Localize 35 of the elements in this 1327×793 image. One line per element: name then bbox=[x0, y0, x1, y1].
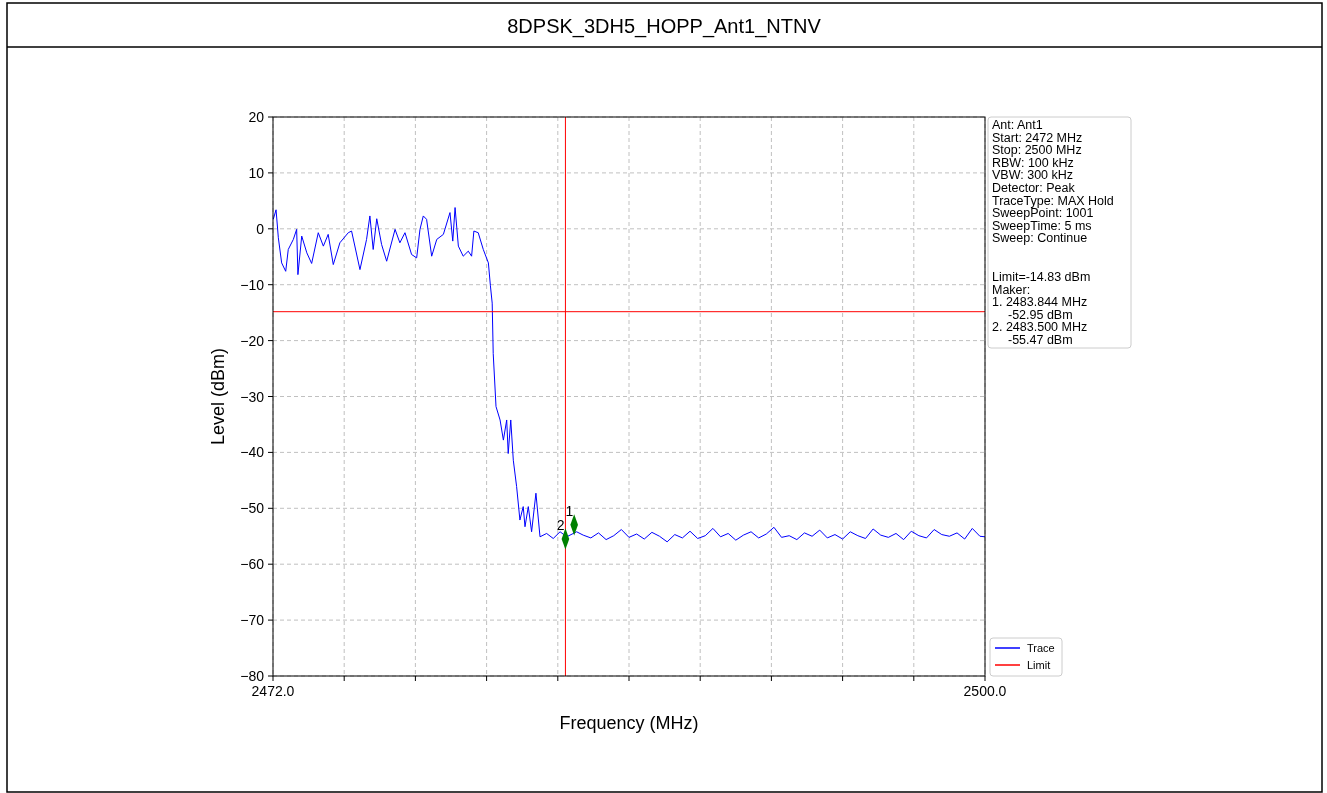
text: 2. 2483.500 MHz bbox=[992, 320, 1088, 335]
text: TraceType: MAX Hold bbox=[992, 193, 1114, 208]
legend-label: Limit bbox=[1027, 659, 1051, 671]
y-tick-label: 10 bbox=[248, 164, 265, 181]
y-tick-label: −60 bbox=[240, 556, 265, 573]
text: Limit=-14.83 dBm bbox=[992, 270, 1091, 284]
y-tick-label: −50 bbox=[240, 500, 265, 517]
text: Maker: bbox=[992, 282, 1031, 297]
text: -52.95 dBm bbox=[1008, 307, 1073, 322]
y-tick-label: −40 bbox=[240, 444, 265, 461]
text: Detector: Peak bbox=[992, 181, 1076, 195]
legend-label: Trace bbox=[1027, 642, 1055, 654]
y-axis-title: Level (dBm) bbox=[208, 347, 228, 446]
text: 1. 2483.844 MHz bbox=[992, 295, 1088, 310]
text: Ant: Ant1 bbox=[992, 118, 1043, 132]
y-tick-label: −10 bbox=[240, 276, 265, 293]
y-tick-label: −80 bbox=[240, 668, 265, 684]
text: VBW: 300 kHz bbox=[992, 168, 1074, 183]
y-tick-label: −70 bbox=[240, 612, 265, 629]
text: Stop: 2500 MHz bbox=[992, 143, 1082, 158]
y-tick-label: −30 bbox=[240, 388, 265, 405]
x-tick-label: 2500.0 bbox=[963, 683, 1007, 699]
y-tick-label: 0 bbox=[256, 220, 265, 237]
y-tick-label: 20 bbox=[248, 109, 265, 125]
text: SweepPoint: 1001 bbox=[992, 206, 1094, 221]
annotation: 2 bbox=[556, 516, 565, 533]
y-tick-label: −20 bbox=[240, 332, 265, 349]
annotation: 1 bbox=[565, 502, 574, 519]
text: Start: 2472 MHz bbox=[992, 130, 1083, 145]
text: SweepTime: 5 ms bbox=[992, 218, 1092, 233]
x-tick-label: 2472.0 bbox=[251, 683, 295, 699]
text: -55.47 dBm bbox=[1008, 333, 1073, 347]
chart-title: 8DPSK_3DH5_HOPP_Ant1_NTNV bbox=[507, 15, 822, 38]
x-axis-title: Frequency (MHz) bbox=[559, 713, 699, 733]
text: Sweep: Continue bbox=[992, 231, 1088, 246]
